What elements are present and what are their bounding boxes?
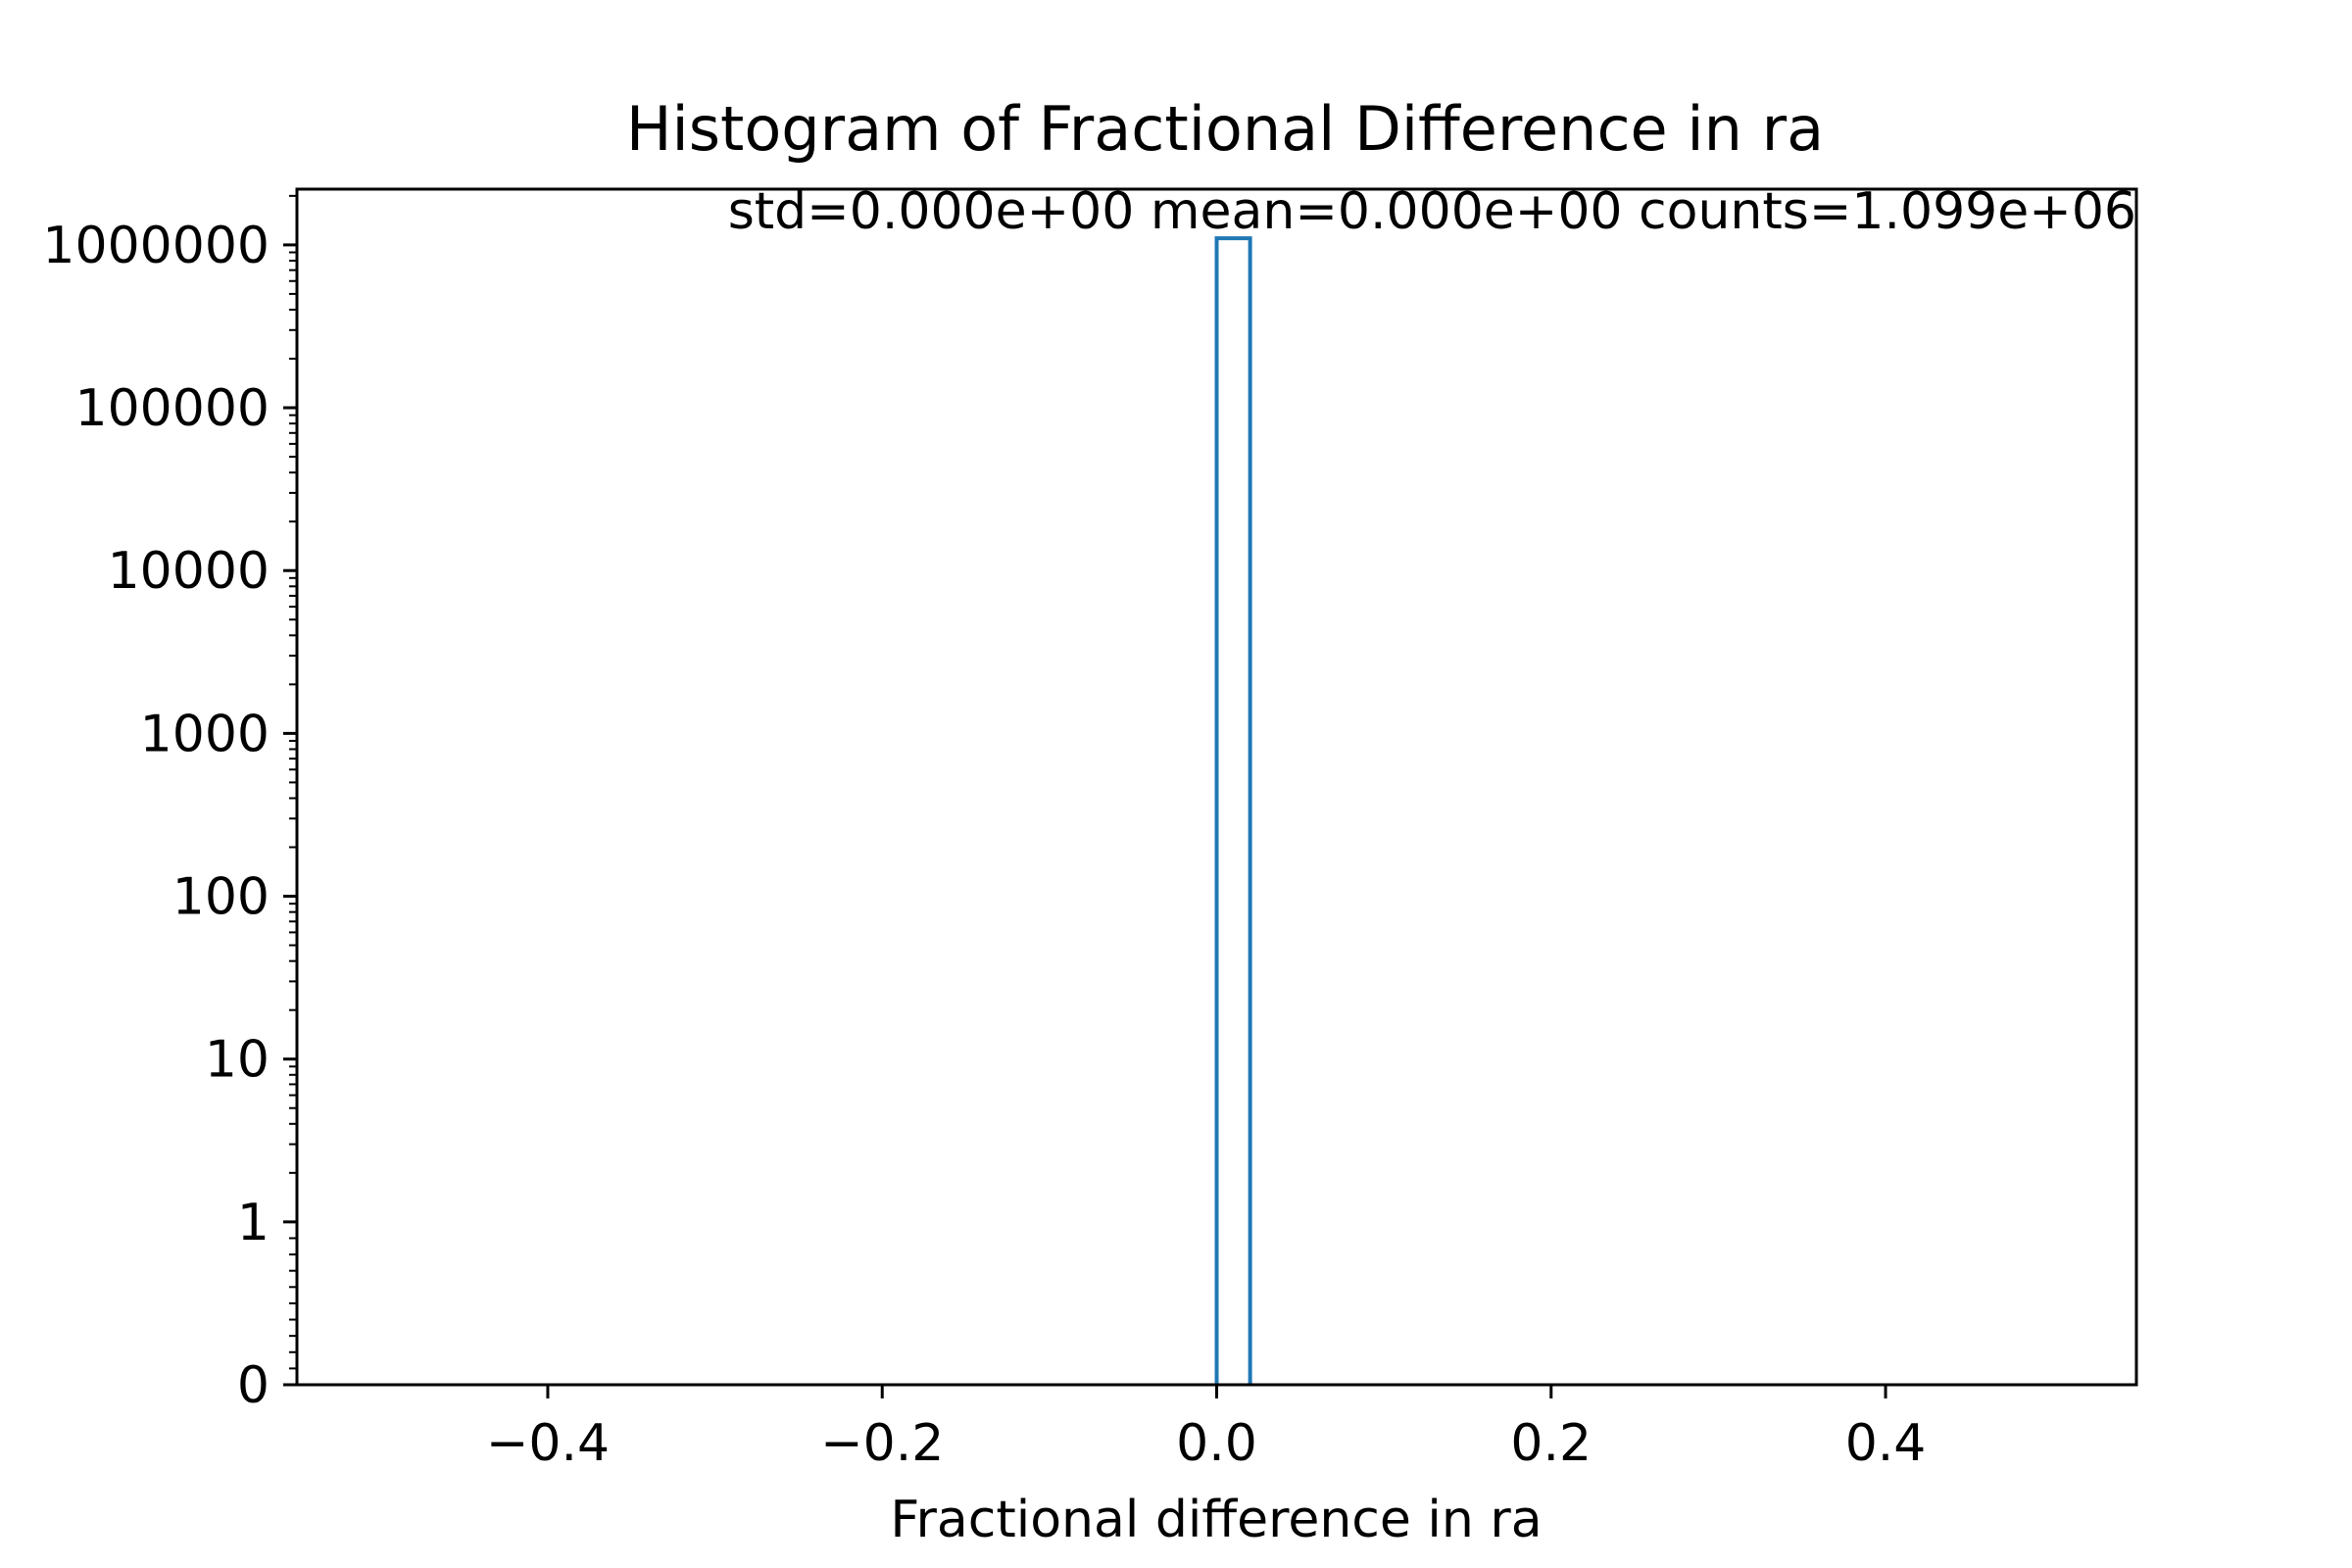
y-tick-label: 10: [205, 1031, 270, 1090]
x-tick-label: 0.4: [1845, 1414, 1927, 1473]
y-tick-label: 1: [237, 1194, 270, 1252]
x-axis-label: Fractional difference in ra: [890, 1491, 1542, 1549]
plot-frame: [295, 187, 2138, 1387]
y-tick-label: 100000: [74, 379, 270, 438]
y-tick-label: 100: [172, 868, 270, 927]
x-tick-label: 0.2: [1510, 1414, 1592, 1473]
y-tick-label: 10000: [108, 542, 270, 601]
histogram-bar: [1214, 236, 1252, 1385]
chart-title: Histogram of Fractional Difference in ra: [626, 93, 1824, 165]
x-axis-ticks: −0.4 −0.2 0.0 0.2 0.4: [486, 1385, 1927, 1473]
x-tick-label: 0.0: [1176, 1414, 1257, 1473]
x-tick-label: −0.4: [486, 1414, 610, 1473]
y-axis-ticks: 0 1 10 100 1000 10000 100000 1000000: [42, 194, 297, 1415]
y-tick-label: 1000: [140, 705, 270, 763]
histogram-bars: [380, 236, 2053, 1387]
y-tick-label: 0: [237, 1356, 270, 1415]
x-tick-label: −0.2: [820, 1414, 944, 1473]
y-tick-label: 1000000: [42, 217, 270, 275]
stats-annotation: std=0.000e+00 mean=0.000e+00 counts=1.09…: [728, 182, 2136, 241]
